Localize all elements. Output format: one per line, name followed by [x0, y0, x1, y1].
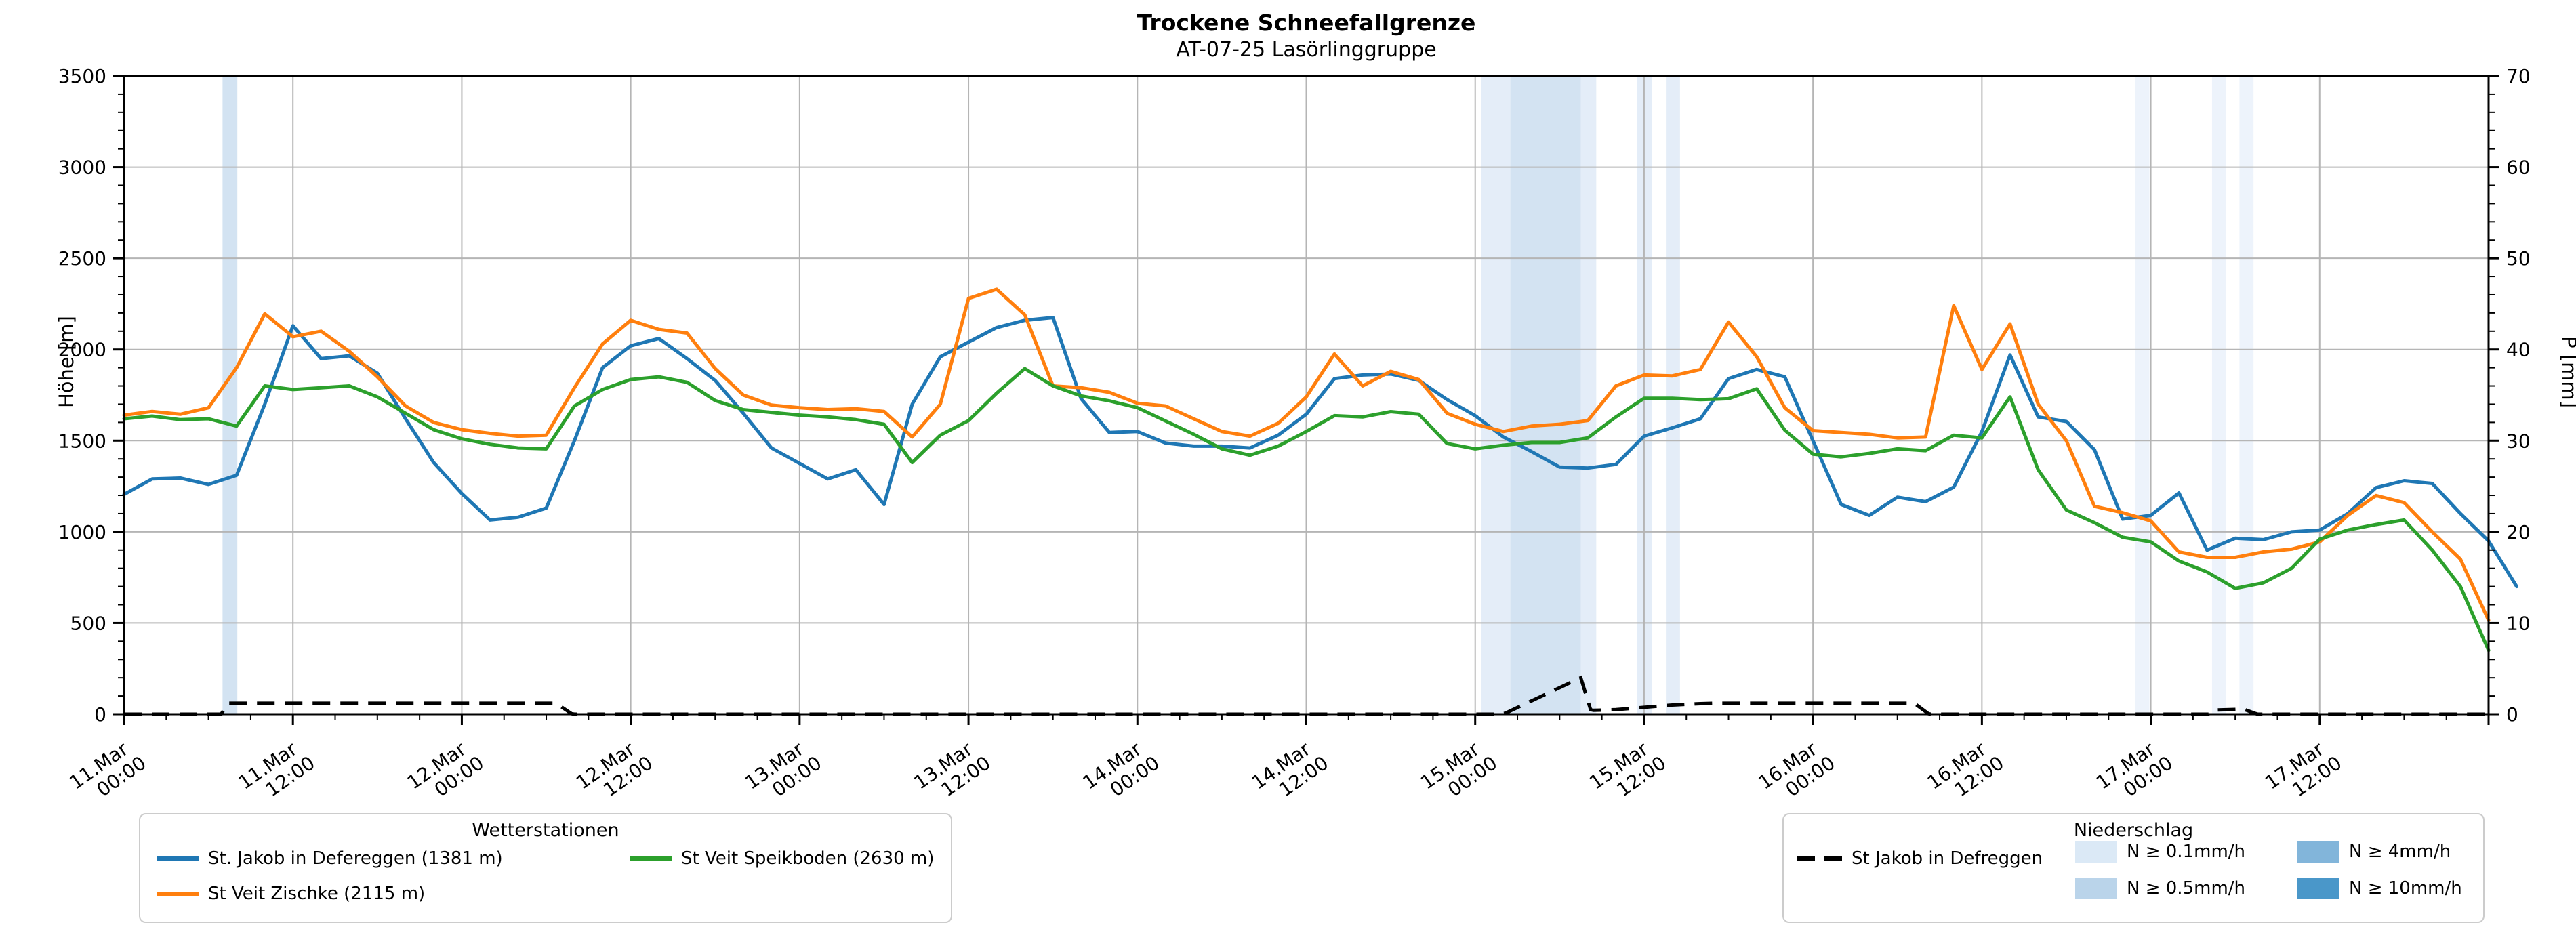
legend-entry-label: N ≥ 4mm/h: [2349, 842, 2451, 862]
x-tick-label: 14.Mar12:00: [1248, 734, 1332, 812]
legend-line-sample-green: [630, 856, 672, 861]
chart-title: Trockene Schneefallgrenze: [1137, 9, 1476, 36]
y-right-tick-label: 30: [2506, 430, 2531, 452]
x-tick-label: 17.Mar12:00: [2261, 734, 2346, 812]
x-tick-label: 12.Mar12:00: [572, 734, 657, 812]
right-axis-label: P [mm]: [2557, 336, 2576, 408]
legend-entry-label: St. Jakob in Defereggen (1381 m): [208, 848, 503, 869]
precip-band: [1510, 76, 1581, 714]
legend-patch-n05: [2075, 878, 2117, 899]
y-left-tick-label: 2000: [58, 339, 106, 361]
y-left-tick-label: 1500: [58, 430, 106, 452]
legend-wetterstationen: Wetterstationen St. Jakob in Defereggen …: [139, 813, 952, 923]
precip-bands-layer: [222, 76, 2254, 714]
legend-entry-label: St Jakob in Defreggen: [1852, 848, 2043, 869]
y-right-tick-label: 60: [2506, 157, 2531, 179]
legend-niederschlag-title: Niederschlag: [2073, 820, 2194, 841]
legend-entry-label: N ≥ 10mm/h: [2349, 878, 2462, 899]
y-left-tick-label: 3000: [58, 157, 106, 179]
y-right-tick-label: 40: [2506, 339, 2531, 361]
legend-patch-n01: [2075, 841, 2117, 863]
legend-entry-label: St Veit Speikboden (2630 m): [681, 848, 935, 869]
y-left-tick-label: 0: [94, 703, 106, 726]
y-left-tick-label: 2500: [58, 247, 106, 270]
precip-band: [222, 76, 238, 714]
legend-entry-precip-station: St Jakob in Defreggen: [1797, 847, 2043, 870]
x-tick-label: 13.Mar12:00: [909, 734, 994, 812]
legend-line-sample-blue: [157, 856, 199, 861]
legend-entry-label: N ≥ 0.5mm/h: [2127, 878, 2246, 899]
x-tick-label: 15.Mar00:00: [1416, 734, 1501, 812]
legend-entry-st-jakob: St. Jakob in Defereggen (1381 m): [157, 847, 503, 870]
legend-entry-label: N ≥ 0.1mm/h: [2127, 842, 2246, 862]
y-right-tick-label: 10: [2506, 612, 2531, 634]
precip-band: [2211, 76, 2226, 714]
legend-dashed-line-sample: [1797, 856, 1842, 861]
series-line-st-veit-zischke-2115-m-: [122, 287, 2491, 622]
y-right-tick-label: 70: [2506, 65, 2531, 87]
legend-niederschlag: Niederschlag St Jakob in Defreggen N ≥ 0…: [1782, 813, 2485, 923]
axes-layer: [113, 75, 2499, 725]
precip-band: [1580, 76, 1597, 714]
precip-band: [2135, 76, 2150, 714]
precip-band: [2239, 76, 2254, 714]
x-tick-label: 16.Mar00:00: [1754, 734, 1839, 812]
legend-line-sample-orange: [157, 892, 199, 896]
x-tick-label: 17.Mar00:00: [2092, 734, 2177, 812]
legend-patch-n4: [2297, 841, 2339, 863]
x-tick-label: 11.Mar00:00: [65, 734, 150, 812]
y-left-tick-label: 3500: [58, 65, 106, 87]
x-tick-label: 12.Mar00:00: [403, 734, 488, 812]
y-left-tick-label: 1000: [58, 521, 106, 543]
y-left-tick-label: 500: [70, 612, 106, 634]
series-layer: [122, 287, 2518, 716]
series-line-st-jakob-in-defereggen-1381-m-: [122, 316, 2518, 589]
precip-band: [1666, 76, 1680, 714]
y-right-tick-label: 50: [2506, 247, 2531, 270]
legend-entry-n10: N ≥ 10mm/h: [2297, 877, 2462, 900]
legend-entry-st-veit-zischke: St Veit Zischke (2115 m): [157, 882, 425, 905]
precip-band: [1481, 76, 1511, 714]
x-tick-label: 13.Mar00:00: [741, 734, 825, 812]
legend-entry-st-veit-speikboden: St Veit Speikboden (2630 m): [630, 847, 934, 870]
x-tick-label: 15.Mar12:00: [1585, 734, 1670, 812]
legend-entry-label: St Veit Zischke (2115 m): [208, 884, 426, 904]
legend-wetterstationen-title: Wetterstationen: [472, 820, 619, 841]
x-tick-label: 11.Mar12:00: [234, 734, 319, 812]
x-tick-label: 14.Mar00:00: [1079, 734, 1164, 812]
legend-entry-n4: N ≥ 4mm/h: [2297, 840, 2451, 863]
y-right-tick-label: 20: [2506, 521, 2531, 543]
y-right-tick-label: 0: [2506, 703, 2518, 726]
legend-entry-n05: N ≥ 0.5mm/h: [2075, 877, 2245, 900]
x-tick-label: 16.Mar12:00: [1923, 734, 2008, 812]
chart-subtitle: AT-07-25 Lasörlinggruppe: [1176, 38, 1437, 62]
legend-patch-n10: [2297, 878, 2339, 899]
series-line-st-veit-speikboden-2630-m-: [122, 367, 2491, 653]
left-axis-label: Höhe [m]: [54, 316, 78, 408]
legend-entry-n01: N ≥ 0.1mm/h: [2075, 840, 2245, 863]
